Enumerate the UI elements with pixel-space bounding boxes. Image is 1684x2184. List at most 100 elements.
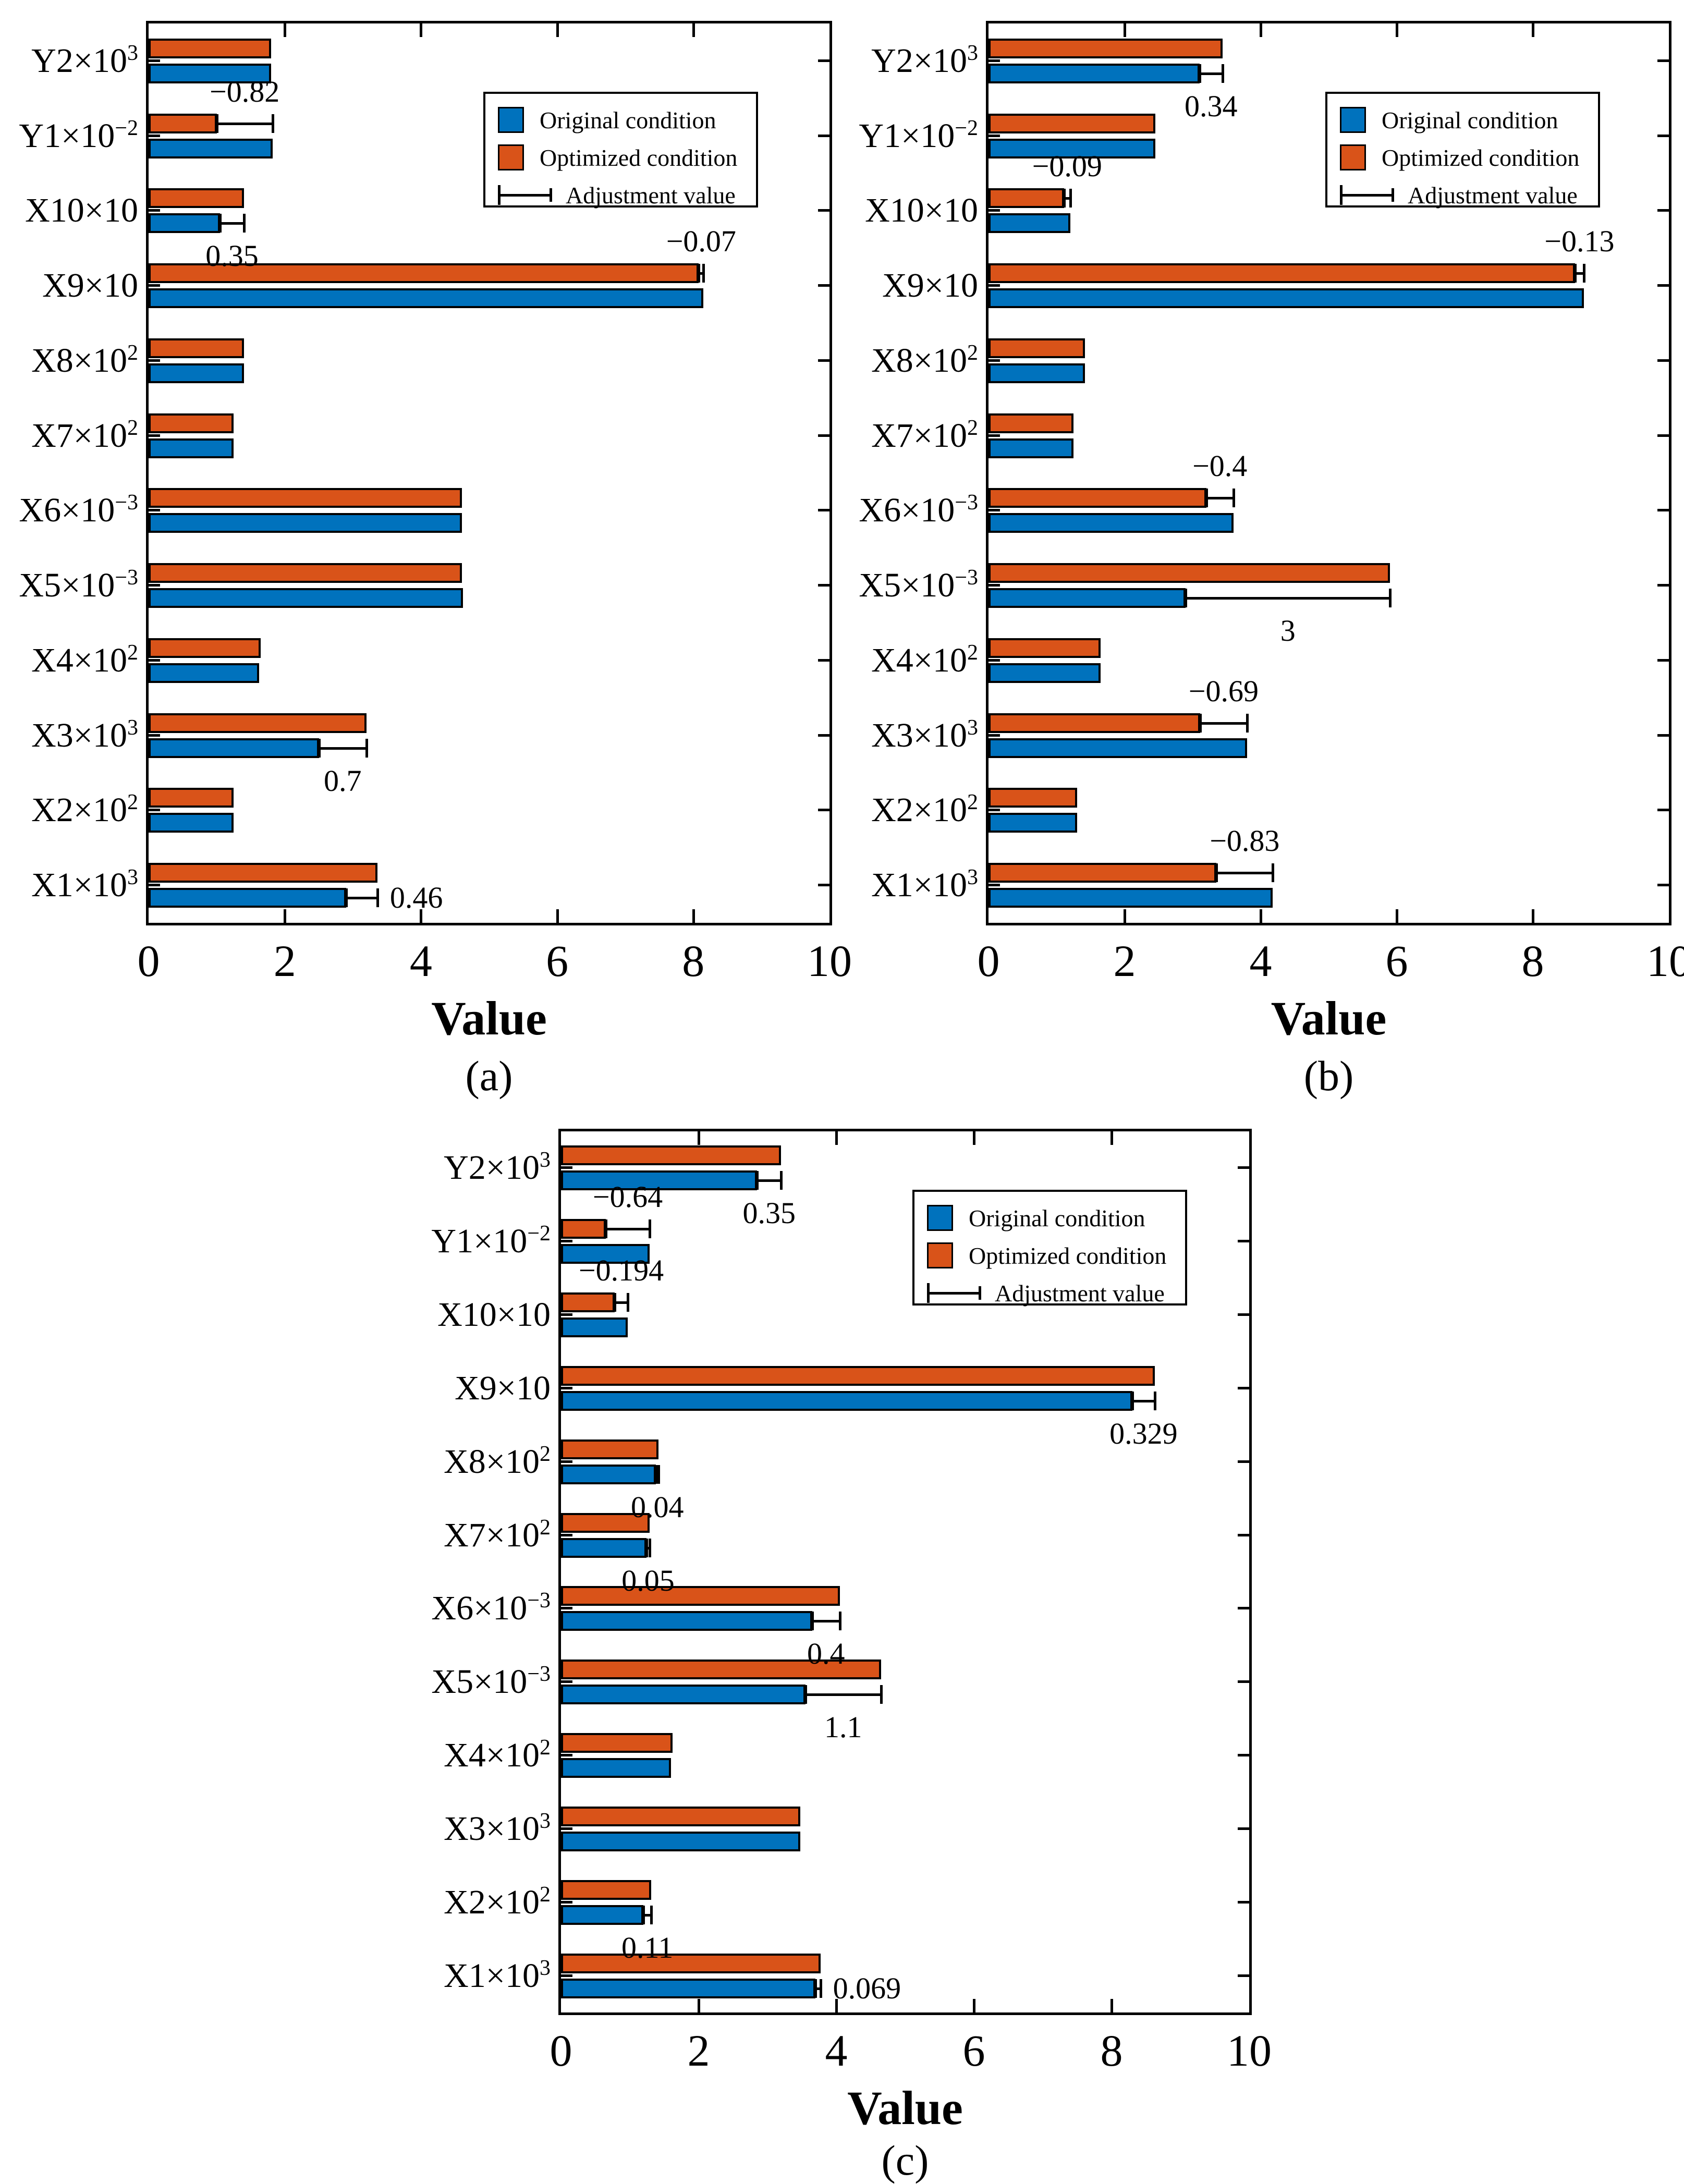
adjustment-errorbar-cap xyxy=(655,1465,658,1484)
category-label-text: X4×10 xyxy=(31,641,127,679)
bar-original-condition xyxy=(149,663,259,683)
x-axis-top-tick xyxy=(692,23,695,37)
category-label-text: Y2×10 xyxy=(31,41,127,80)
y-axis-left-tick xyxy=(989,434,1000,437)
category-label: X3×103 xyxy=(790,713,978,759)
category-label: X10×10 xyxy=(363,1292,551,1338)
category-label-exponent: −3 xyxy=(955,566,978,590)
y-axis-right-tick xyxy=(1238,1313,1249,1316)
x-axis-bottom-tick xyxy=(1124,909,1126,923)
bar-original-condition xyxy=(561,1244,650,1264)
adjustment-errorbar-cap xyxy=(1154,1391,1157,1410)
legend: Original condition Optimized condition Adj… xyxy=(912,1190,1187,1307)
panel-caption-b: (b) xyxy=(1303,1052,1354,1100)
bar-original-condition xyxy=(149,588,463,608)
category-label-exponent: 3 xyxy=(127,41,138,65)
errorbar-right-cap xyxy=(1392,188,1394,202)
y-axis-left-tick xyxy=(561,1460,572,1463)
adjustment-errorbar-line xyxy=(220,222,244,225)
category-label: X7×102 xyxy=(363,1512,551,1558)
category-label: X1×103 xyxy=(363,1953,551,1999)
adjustment-errorbar-cap xyxy=(649,1219,652,1239)
bar-optimized-condition xyxy=(989,713,1200,733)
adjustment-errorbar-cap xyxy=(376,888,379,908)
category-label-exponent: 3 xyxy=(967,41,978,65)
bar-optimized-condition xyxy=(149,413,234,433)
y-axis-left-tick xyxy=(149,584,160,587)
adjustment-errorbar-cap xyxy=(242,214,246,233)
x-tick-label: 10 xyxy=(1227,2026,1272,2076)
y-axis-right-tick xyxy=(1657,509,1669,512)
y-axis-left-tick xyxy=(989,59,1000,62)
y-axis-left-tick xyxy=(149,734,160,737)
adjustment-errorbar-line xyxy=(1199,72,1223,75)
x-axis-top-tick xyxy=(284,23,287,37)
y-axis-right-tick xyxy=(818,59,829,62)
category-label-text: X4×10 xyxy=(444,1736,540,1775)
y-axis-left-tick xyxy=(149,809,160,812)
bar-original-condition xyxy=(561,1831,801,1851)
y-axis-right-tick xyxy=(1657,434,1669,437)
adjustment-errorbar-cap xyxy=(271,114,274,133)
category-label: X7×102 xyxy=(790,413,978,459)
adjustment-label: −0.4 xyxy=(1192,449,1248,483)
y-axis-right-tick xyxy=(1657,59,1669,62)
bar-optimized-condition xyxy=(149,563,462,583)
legend-label: Adjustment value xyxy=(566,181,736,209)
errorbar-right-cap xyxy=(979,1286,981,1300)
y-axis-right-tick xyxy=(1657,884,1669,887)
y-axis-left-tick xyxy=(989,284,1000,287)
bar-optimized-condition xyxy=(989,338,1085,358)
bar-optimized-condition xyxy=(561,1586,840,1606)
adjustment-errorbar-line xyxy=(1216,872,1273,875)
category-label-text: X6×10 xyxy=(859,491,955,530)
category-label-exponent: 2 xyxy=(127,340,138,365)
adjustment-label: −0.83 xyxy=(1210,824,1280,858)
category-label: X4×102 xyxy=(790,638,978,684)
category-label: X8×102 xyxy=(0,338,138,384)
y-axis-right-tick xyxy=(1238,1827,1249,1830)
y-axis-left-tick xyxy=(989,584,1000,587)
x-tick-label: 0 xyxy=(550,2026,572,2076)
bar-original-condition xyxy=(149,363,244,383)
axis-label-value: Value xyxy=(431,992,547,1045)
category-label-text: X8×10 xyxy=(444,1442,540,1481)
adjustment-errorbar-line xyxy=(643,1913,651,1917)
category-label: X3×103 xyxy=(363,1806,551,1852)
category-label: X4×102 xyxy=(363,1732,551,1778)
adjustment-errorbar-cap xyxy=(649,1538,652,1557)
category-label: X9×10 xyxy=(790,263,978,309)
category-label: X1×103 xyxy=(790,862,978,908)
bar-original-condition xyxy=(149,438,234,458)
category-label-exponent: 2 xyxy=(967,340,978,365)
adjustment-errorbar-cap xyxy=(1199,713,1202,733)
category-label-text: X5×10 xyxy=(19,566,115,605)
y-axis-left-tick xyxy=(989,359,1000,362)
y-axis-right-tick xyxy=(1657,209,1669,212)
bar-optimized-condition xyxy=(561,1292,615,1313)
bar-original-condition xyxy=(149,738,319,758)
adjustment-label: 0.05 xyxy=(621,1563,675,1597)
y-axis-left-tick xyxy=(561,1827,572,1830)
adjustment-errorbar-cap xyxy=(318,738,321,758)
y-axis-right-tick xyxy=(1657,658,1669,662)
adjustment-label: 0.069 xyxy=(833,1971,901,2005)
category-label-text: X10×10 xyxy=(865,191,978,230)
bar-original-condition xyxy=(149,813,234,833)
bar-optimized-condition xyxy=(561,1733,673,1753)
category-label-exponent: −2 xyxy=(115,116,138,140)
adjustment-errorbar-line xyxy=(1186,597,1390,600)
y-axis-left-tick xyxy=(561,1240,572,1243)
plot-area-b xyxy=(986,21,1671,925)
category-label-text: X1×10 xyxy=(871,866,967,905)
y-axis-left-tick xyxy=(989,658,1000,662)
legend-item-optimized: Optimized condition xyxy=(927,1239,1175,1272)
adjustment-errorbar-cap xyxy=(819,1979,822,1998)
category-label-text: X3×10 xyxy=(31,716,127,754)
y-axis-left-tick xyxy=(561,1313,572,1316)
legend-swatch-optimized-condition xyxy=(1340,144,1366,170)
adjustment-errorbar-cap xyxy=(345,888,348,908)
bar-optimized-condition xyxy=(149,188,244,209)
legend-label: Original condition xyxy=(540,106,716,133)
category-label: Y1×10−2 xyxy=(790,113,978,159)
